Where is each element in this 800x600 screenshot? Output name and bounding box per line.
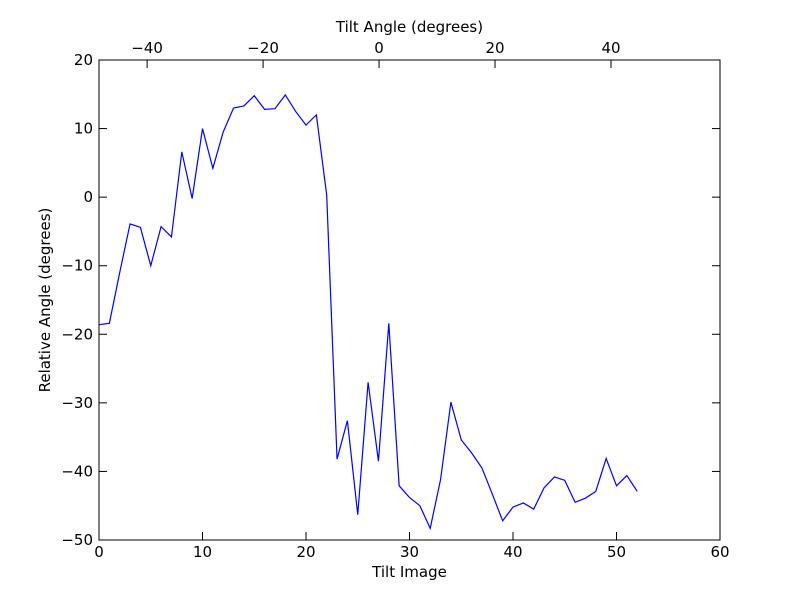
x-tick-label: 20	[296, 543, 315, 561]
y-tick-label: −20	[61, 325, 93, 343]
x-tick-label: 10	[193, 543, 212, 561]
x2-tick-label: 40	[601, 39, 620, 57]
y-tick-label: 0	[83, 188, 93, 206]
x2-tick-label: 0	[374, 39, 384, 57]
y-tick-label: 20	[74, 51, 93, 69]
y-tick-label: −40	[61, 462, 93, 480]
y-tick-label: 10	[74, 120, 93, 138]
data-line	[98, 93, 638, 531]
x-tick-label: 60	[710, 543, 729, 561]
x2-tick-label: −40	[131, 39, 163, 57]
x-tick-label: 30	[400, 543, 419, 561]
y-tick-label: −10	[61, 257, 93, 275]
y-axis-label: Relative Angle (degrees)	[36, 208, 54, 393]
x2-axis-label: Tilt Angle (degrees)	[335, 18, 483, 36]
x-tick-label: 50	[607, 543, 626, 561]
x-tick-label: 40	[503, 543, 522, 561]
y-tick-label: −30	[61, 394, 93, 412]
x-axis-label: Tilt Image	[371, 563, 447, 581]
x-tick-label: 0	[94, 543, 104, 561]
y-tick-label: −50	[61, 531, 93, 549]
x2-tick-label: 20	[485, 39, 504, 57]
x2-tick-label: −20	[247, 39, 279, 57]
